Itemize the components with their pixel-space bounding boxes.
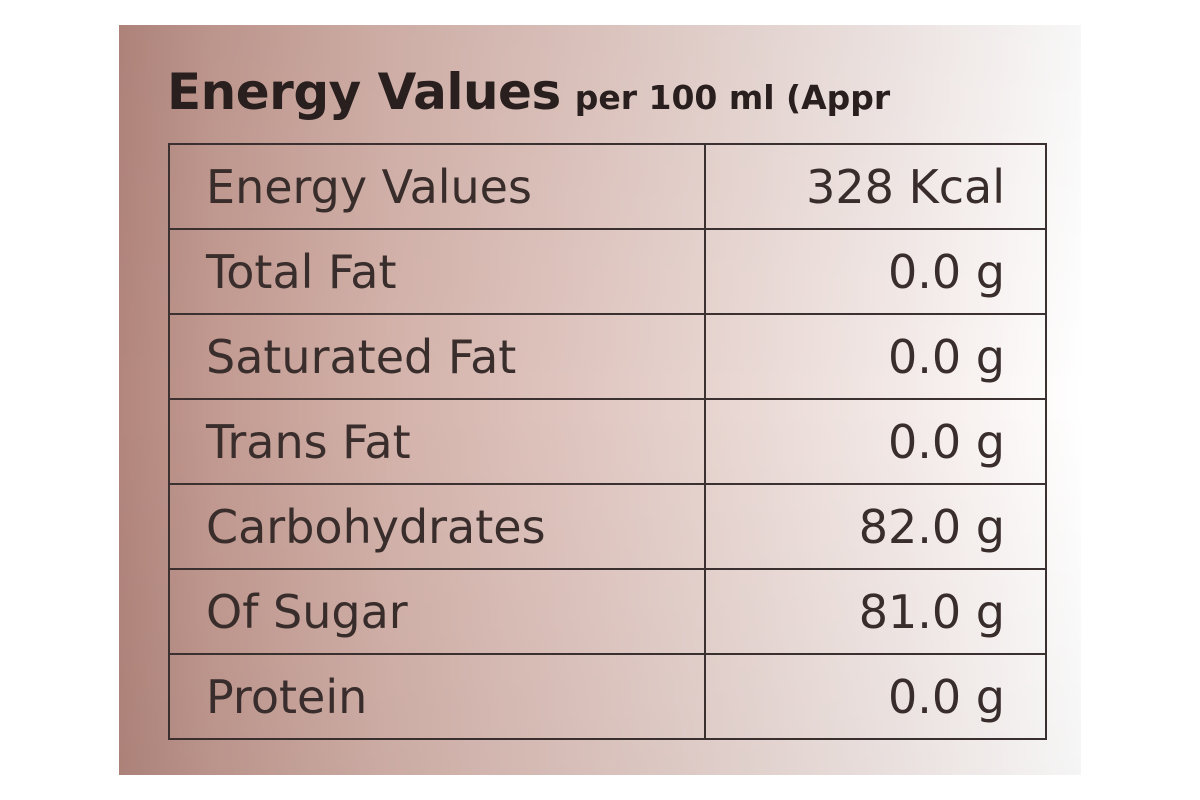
nutrition-label-photo: Energy Values per 100 ml (Appr Energy Val… bbox=[119, 25, 1081, 775]
table-row: Carbohydrates 82.0 g bbox=[168, 483, 1047, 570]
nutrient-name: Of Sugar bbox=[168, 568, 706, 655]
nutrient-value: 328 Kcal bbox=[704, 143, 1047, 230]
nutrition-table: Energy Values 328 Kcal Total Fat 0.0 g S… bbox=[168, 143, 1047, 740]
nutrient-name: Carbohydrates bbox=[168, 483, 706, 570]
table-row: Energy Values 328 Kcal bbox=[168, 143, 1047, 230]
table-row: Trans Fat 0.0 g bbox=[168, 398, 1047, 485]
nutrient-name: Trans Fat bbox=[168, 398, 706, 485]
nutrient-value: 0.0 g bbox=[704, 653, 1047, 740]
nutrition-heading: Energy Values per 100 ml (Appr bbox=[167, 63, 890, 121]
nutrient-value: 0.0 g bbox=[704, 398, 1047, 485]
nutrient-value: 0.0 g bbox=[704, 313, 1047, 400]
nutrient-name: Saturated Fat bbox=[168, 313, 706, 400]
table-row: Saturated Fat 0.0 g bbox=[168, 313, 1047, 400]
heading-subtitle: per 100 ml (Appr bbox=[574, 78, 891, 117]
nutrient-value: 0.0 g bbox=[704, 228, 1047, 315]
nutrient-value: 81.0 g bbox=[704, 568, 1047, 655]
table-row: Protein 0.0 g bbox=[168, 653, 1047, 740]
heading-title: Energy Values bbox=[167, 63, 561, 121]
table-row: Total Fat 0.0 g bbox=[168, 228, 1047, 315]
table-row: Of Sugar 81.0 g bbox=[168, 568, 1047, 655]
nutrient-name: Energy Values bbox=[168, 143, 706, 230]
nutrient-name: Total Fat bbox=[168, 228, 706, 315]
nutrient-name: Protein bbox=[168, 653, 706, 740]
nutrient-value: 82.0 g bbox=[704, 483, 1047, 570]
